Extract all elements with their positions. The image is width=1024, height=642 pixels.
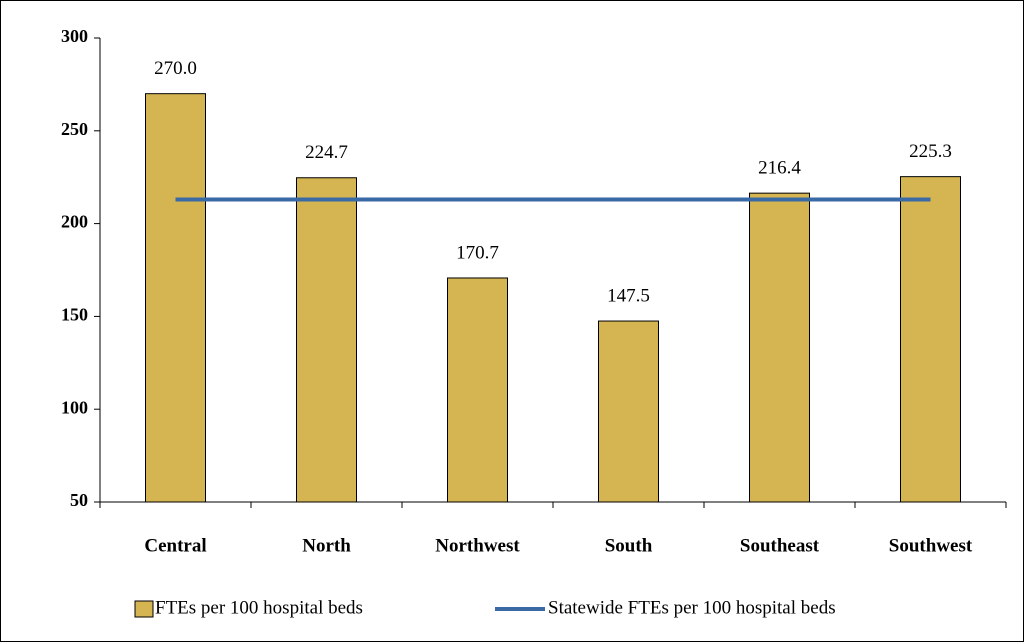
bar (447, 277, 508, 503)
data-label: 147.5 (607, 285, 650, 306)
data-label: 216.4 (758, 158, 801, 179)
legend-label: Statewide FTEs per 100 hospital beds (548, 597, 836, 618)
bar (900, 176, 961, 503)
data-label: 224.7 (305, 142, 348, 163)
legend-label: FTEs per 100 hospital beds (155, 597, 363, 618)
bar (145, 93, 206, 503)
x-tick-label: Southwest (889, 535, 973, 556)
x-tick-label: North (302, 535, 351, 556)
data-label: 270.0 (154, 58, 197, 79)
data-label: 170.7 (456, 242, 499, 263)
y-tick-label: 250 (61, 119, 88, 139)
bar (749, 192, 810, 503)
x-tick-label: Northwest (435, 535, 520, 556)
x-tick-label: South (605, 535, 653, 556)
y-tick-label: 100 (61, 397, 88, 417)
data-label: 225.3 (909, 141, 952, 162)
x-tick-label: Southeast (740, 535, 820, 556)
bar (296, 177, 357, 503)
legend-swatch (134, 600, 154, 618)
y-tick-label: 50 (70, 490, 88, 510)
y-tick-label: 200 (61, 212, 88, 232)
bar (598, 320, 659, 503)
y-tick-label: 300 (61, 26, 88, 46)
x-tick-label: Central (144, 535, 206, 556)
y-tick-label: 150 (61, 305, 88, 325)
